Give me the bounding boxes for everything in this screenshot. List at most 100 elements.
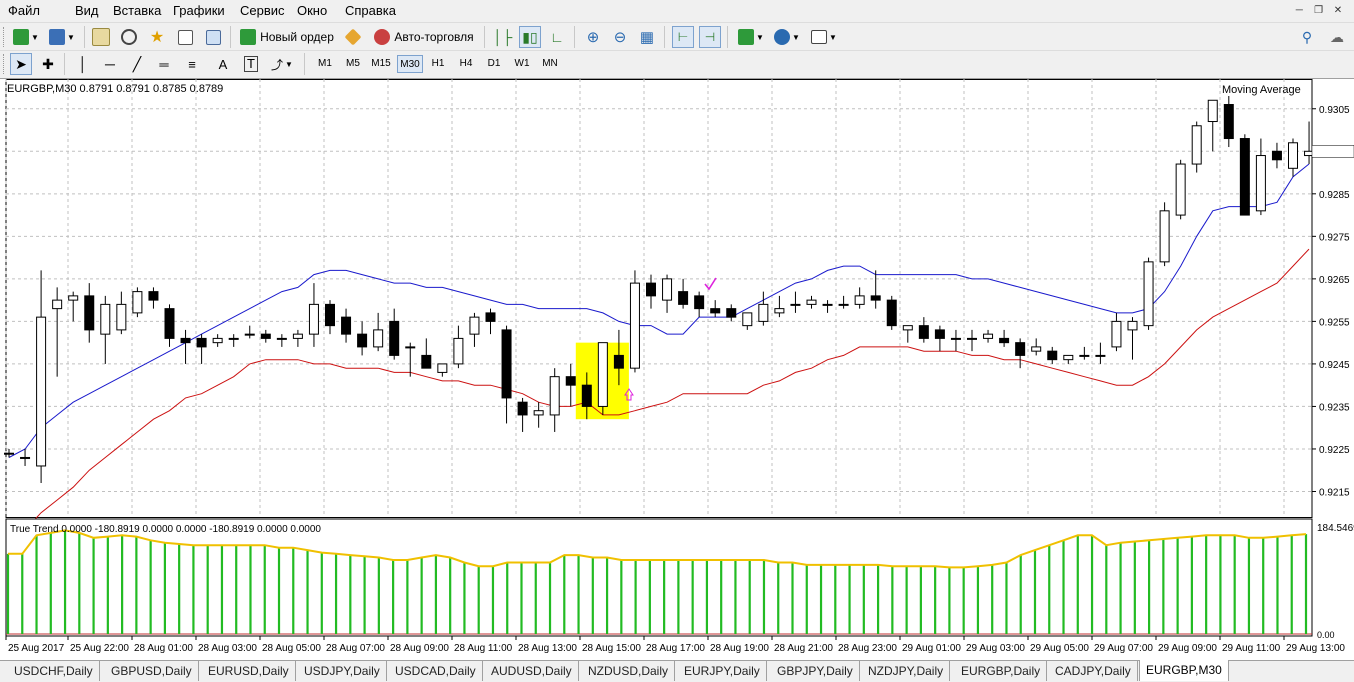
timeframe-m5[interactable]: M5: [346, 58, 360, 69]
bull-candle-body: [790, 303, 801, 306]
meta-editor-button[interactable]: [342, 26, 364, 48]
candle: [325, 300, 335, 335]
symbol-tab[interactable]: USDJPY,Daily: [298, 661, 387, 681]
symbol-tab[interactable]: CADJPY,Daily: [1049, 661, 1138, 681]
vertical-line-tool[interactable]: │: [72, 53, 94, 75]
cursor-tool[interactable]: ➤: [10, 53, 32, 75]
data-window-button[interactable]: [174, 26, 196, 48]
bear-candle-body: [325, 303, 335, 327]
histogram-line: [8, 529, 1307, 569]
indicators-button[interactable]: ▼: [735, 26, 767, 48]
candle: [52, 287, 63, 377]
zoom-out-button[interactable]: ⊖: [609, 26, 631, 48]
menu-item-1[interactable]: Вид: [75, 3, 99, 18]
bear-candle-body: [934, 329, 945, 339]
timeframe-h1[interactable]: H1: [431, 58, 445, 69]
menu-item-3[interactable]: Графики: [173, 3, 225, 18]
periods-button[interactable]: ▼: [771, 26, 803, 48]
menu-item-6[interactable]: Справка: [345, 3, 396, 18]
timeframe-d1[interactable]: D1: [487, 58, 501, 69]
autoscroll-button[interactable]: ⊣: [699, 26, 721, 48]
navigator-button[interactable]: [118, 26, 140, 48]
zoom-in-button[interactable]: ⊕: [582, 26, 604, 48]
profiles-button[interactable]: ▼: [46, 26, 78, 48]
strategy-tester-button[interactable]: [202, 26, 224, 48]
search-icon: ⚲: [1301, 28, 1313, 45]
symbol-tab[interactable]: AUDUSD,Daily: [485, 661, 579, 681]
arrows-icon: ⤴: [271, 57, 284, 72]
autotrading-icon: [374, 29, 391, 45]
equidistant-channel-tool[interactable]: ═: [153, 53, 175, 75]
new-order-button[interactable]: Новый ордер: [238, 26, 336, 48]
bull-candle-body: [1175, 163, 1186, 216]
autotrading-button[interactable]: Авто-торговля: [370, 26, 478, 48]
toolbar-grip[interactable]: [3, 27, 7, 47]
bar-chart-icon: │├: [493, 29, 513, 45]
close-icon[interactable]: ✕: [1333, 5, 1343, 16]
main-plot-border: [5, 79, 1313, 518]
favorites-button[interactable]: ★: [146, 26, 168, 48]
candle: [373, 312, 384, 352]
timeframe-mn[interactable]: MN: [542, 58, 558, 69]
candle: [549, 368, 560, 432]
chart-shift-button[interactable]: ⊢: [672, 26, 694, 48]
bull-candle-body: [774, 308, 785, 314]
new-chart-button[interactable]: ▼: [10, 26, 42, 48]
fibonacci-tool[interactable]: ≡: [181, 53, 203, 75]
bear-candle-body: [870, 295, 881, 301]
bull-candle-body: [4, 452, 14, 455]
candle: [1127, 317, 1138, 360]
toolbar-grip[interactable]: [3, 54, 7, 74]
time-tick-label: 28 Aug 19:00: [710, 643, 769, 654]
market-watch-button[interactable]: [90, 26, 112, 48]
menu-item-5[interactable]: Окно: [297, 3, 328, 18]
line-chart-button[interactable]: ∟: [546, 26, 568, 48]
bear-candle-body: [726, 308, 737, 318]
chart-canvas[interactable]: 0.93050.92950.92850.92750.92650.92550.92…: [0, 79, 1354, 661]
tile-windows-button[interactable]: ▦: [636, 26, 658, 48]
timeframe-w1[interactable]: W1: [514, 58, 530, 69]
candle: [710, 300, 721, 318]
timeframe-h4[interactable]: H4: [459, 58, 473, 69]
timeframe-m15[interactable]: M15: [371, 58, 391, 69]
timeframe-m30[interactable]: M30: [397, 55, 423, 73]
templates-button[interactable]: ▼: [808, 26, 840, 48]
symbol-tab[interactable]: EURJPY,Daily: [678, 661, 767, 681]
symbol-tab[interactable]: GBPUSD,Daily: [105, 661, 199, 681]
chart-window[interactable]: 0.93050.92950.92850.92750.92650.92550.92…: [0, 78, 1354, 661]
bar-chart-button[interactable]: │├: [492, 26, 514, 48]
restore-icon[interactable]: ❐: [1314, 5, 1324, 16]
text-tool[interactable]: A: [212, 53, 234, 75]
symbol-tab[interactable]: EURGBP,Daily: [955, 661, 1048, 681]
timeframe-m1[interactable]: M1: [318, 58, 332, 69]
menu-item-4[interactable]: Сервис: [240, 3, 285, 18]
bear-candle-body: [389, 320, 400, 356]
symbol-tab[interactable]: USDCHF,Daily: [8, 661, 100, 681]
symbol-tab[interactable]: GBPJPY,Daily: [771, 661, 860, 681]
standard-toolbar: ▼ ▼ ★ Новый ордер Авто-торговля │├ ▮▯ ∟ …: [0, 22, 1354, 51]
menu-item-2[interactable]: Вставка: [113, 3, 162, 18]
symbol-tab[interactable]: EURUSD,Daily: [202, 661, 296, 681]
trendline-tool[interactable]: ╱: [126, 53, 148, 75]
bear-candle-body: [501, 329, 512, 399]
candle: [132, 287, 143, 318]
symbol-tab[interactable]: EURGBP,M30: [1139, 660, 1229, 681]
chat-button[interactable]: ☁: [1324, 26, 1350, 48]
horizontal-line-tool[interactable]: ─: [99, 53, 121, 75]
crosshair-tool[interactable]: ✚: [37, 53, 59, 75]
minimize-icon[interactable]: ─: [1295, 5, 1303, 16]
candle: [790, 291, 801, 313]
time-tick-label: 29 Aug 05:00: [1030, 643, 1089, 654]
bear-candle-body: [678, 291, 689, 305]
candle: [726, 304, 737, 322]
candles-button[interactable]: ▮▯: [519, 26, 541, 48]
symbol-tab[interactable]: USDCAD,Daily: [389, 661, 483, 681]
price-tick-label: 0.9275: [1319, 232, 1350, 243]
menu-item-0[interactable]: Файл: [8, 3, 40, 18]
arrows-tool[interactable]: ⤴ ▼: [271, 57, 293, 72]
candle: [918, 317, 929, 343]
search-button[interactable]: ⚲: [1296, 26, 1318, 48]
symbol-tab[interactable]: NZDUSD,Daily: [582, 661, 676, 681]
text-label-tool[interactable]: T: [240, 53, 262, 75]
symbol-tab[interactable]: NZDJPY,Daily: [862, 661, 951, 681]
